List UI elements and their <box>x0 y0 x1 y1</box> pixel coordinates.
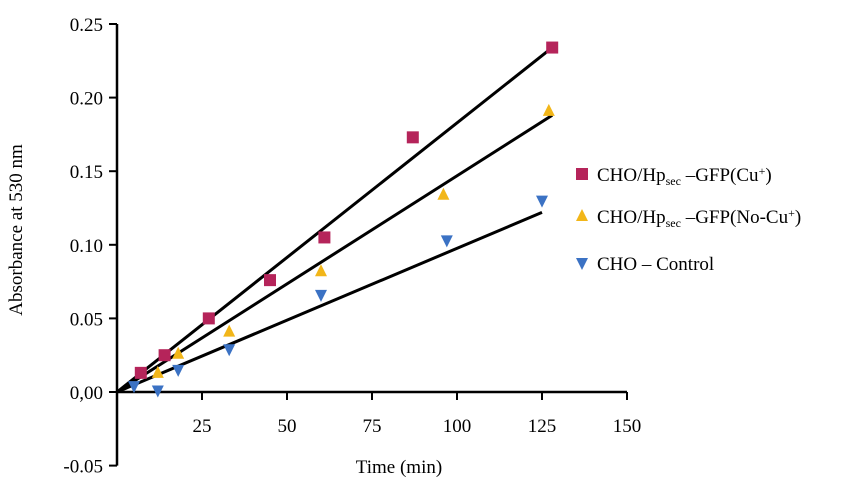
data-point-series-1 <box>202 312 215 325</box>
data-point-series-1 <box>134 366 147 379</box>
y-tick-label: -0.05 <box>63 457 103 477</box>
data-point-series-3 <box>315 289 327 302</box>
data-point-series-2 <box>542 103 555 116</box>
legend-text-part: + <box>788 206 795 220</box>
y-tick-label: 0,00 <box>70 383 103 404</box>
data-point-series-3 <box>440 235 453 248</box>
legend-text-part: CHO/Hp <box>597 207 666 228</box>
data-point-series-2 <box>223 324 236 337</box>
y-tick-label: 0.15 <box>70 162 103 183</box>
legend-label-series-3: CHO – Control <box>597 254 714 275</box>
legend-text-part: + <box>759 164 766 178</box>
data-point-series-1 <box>158 349 171 362</box>
data-point-series-3 <box>223 344 236 357</box>
x-tick-label: 25 <box>193 416 212 437</box>
y-tick-label: 0.10 <box>70 236 103 257</box>
legend-marker-series-1 <box>576 168 588 180</box>
legend-text-part: CHO – Control <box>597 254 714 275</box>
data-point-series-3 <box>536 195 548 208</box>
data-point-series-1 <box>546 41 559 54</box>
data-point-series-2 <box>437 187 450 200</box>
legend-marker-series-2 <box>576 209 588 221</box>
legend: CHO/Hpsec –GFP(Cu+)CHO/Hpsec –GFP(No-Cu+… <box>576 164 801 275</box>
legend-text-part: –GFP(No-Cu <box>681 207 789 228</box>
legend-label-series-2: CHO/Hpsec –GFP(No-Cu+) <box>597 206 801 230</box>
fit-line-series-3 <box>116 211 543 394</box>
x-axis-title: Time (min) <box>356 457 442 477</box>
data-point-series-3 <box>151 385 164 398</box>
x-tick-label: 50 <box>278 416 297 437</box>
axes: -0.05 0,00 0.05 0.10 0.15 0.20 0.25 25 50 75 100 12… <box>6 15 641 477</box>
legend-text-part: –GFP(Cu <box>681 165 759 186</box>
legend-marker-series-3 <box>576 258 588 270</box>
y-tick-label: 0.20 <box>70 89 103 110</box>
x-tick-label: 100 <box>443 416 472 437</box>
legend-text-part: CHO/Hp <box>597 165 666 186</box>
data-point-series-3 <box>128 381 140 394</box>
data-point-series-1 <box>318 231 331 244</box>
data-points <box>128 41 559 398</box>
x-tick-label: 125 <box>528 416 557 437</box>
y-tick-label: 0.05 <box>70 309 103 330</box>
y-tick-label: 0.25 <box>70 15 103 36</box>
data-point-series-2 <box>172 346 185 359</box>
legend-text-part: ) <box>765 165 771 186</box>
legend-text-part: sec <box>666 216 681 230</box>
legend-text-part: sec <box>666 174 681 188</box>
x-tick-label: 150 <box>613 416 642 437</box>
data-point-series-2 <box>315 264 327 277</box>
data-point-series-1 <box>264 274 276 287</box>
fit-lines <box>116 46 554 394</box>
data-point-series-2 <box>151 365 164 378</box>
data-point-series-3 <box>172 364 185 377</box>
legend-label-series-1: CHO/Hpsec –GFP(Cu+) <box>597 164 772 188</box>
fit-line-series-2 <box>116 113 554 394</box>
legend-text-part: ) <box>795 207 801 228</box>
x-tick-label: 75 <box>363 416 382 437</box>
fit-line-series-1 <box>116 46 554 394</box>
data-point-series-1 <box>406 131 419 144</box>
y-axis-title: Absorbance at 530 nm <box>6 144 27 316</box>
